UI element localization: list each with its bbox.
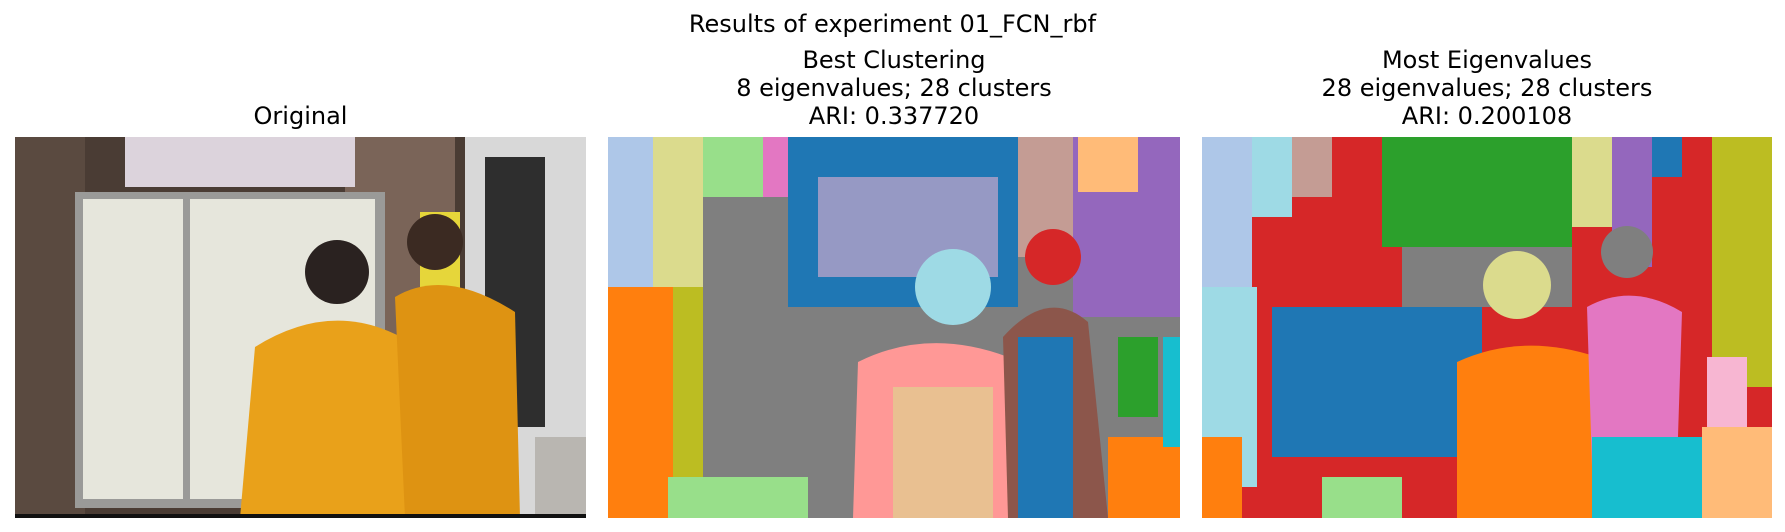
original-title-line: Original <box>253 102 348 130</box>
segment-red-head <box>1025 229 1081 285</box>
monk-left-head <box>305 240 369 304</box>
segment-khaki-body <box>893 387 993 518</box>
hanging-tickets <box>125 137 355 187</box>
segment-tan <box>1292 137 1332 197</box>
figure-suptitle: Results of experiment 01_FCN_rbf <box>688 10 1097 38</box>
original-photo <box>15 137 586 518</box>
original-panel-title: Original <box>15 102 586 130</box>
segment-peach <box>1078 137 1138 192</box>
segment-light-cyan <box>1252 137 1292 217</box>
segment-blue-rack <box>1272 307 1482 457</box>
segment-green-bottom <box>1322 477 1402 518</box>
segment-blue-top <box>1652 137 1682 177</box>
segment-cyan-bottom <box>1592 437 1702 518</box>
segment-green-bottom <box>668 477 808 518</box>
street-floor <box>535 437 586 518</box>
segment-pink-body <box>1587 295 1682 467</box>
segment-khaki-top <box>1572 137 1612 227</box>
segment-pink-sign <box>1707 357 1747 437</box>
segment-olive <box>1712 137 1772 387</box>
most-eigenvalues-eigen-line: 28 eigenvalues; 28 clusters <box>1321 74 1653 102</box>
ticket-rack-left <box>83 199 183 499</box>
segment-green <box>1382 137 1572 247</box>
segment-orange <box>608 287 673 518</box>
monk-left-robe <box>240 320 410 518</box>
original-image <box>15 137 586 518</box>
monk-right-head <box>407 214 463 270</box>
best-clustering-segmentation <box>608 137 1180 518</box>
bottom-edge <box>15 514 586 518</box>
segment-cyan-head <box>915 249 991 325</box>
left-shadow-area <box>15 137 85 518</box>
segment-blue-right <box>1018 337 1073 518</box>
segment-cyan-right <box>1163 337 1180 447</box>
segment-orange-body <box>1457 345 1597 518</box>
segment-peach <box>1702 427 1772 518</box>
best-clustering-panel-title: Best Clustering 8 eigenvalues; 28 cluste… <box>608 46 1180 130</box>
segment-khaki-head <box>1483 251 1551 319</box>
most-eigenvalues-image <box>1202 137 1772 518</box>
segment-light-blue <box>608 137 653 287</box>
monk-right-robe <box>395 285 520 518</box>
most-eigenvalues-ari-line: ARI: 0.200108 <box>1401 102 1573 130</box>
segment-orange-left <box>1202 437 1242 518</box>
most-eigenvalues-segmentation <box>1202 137 1772 518</box>
segment-gray-head <box>1601 226 1653 278</box>
best-clustering-ari-line: ARI: 0.337720 <box>808 102 980 130</box>
best-clustering-eigen-line: 8 eigenvalues; 28 clusters <box>736 74 1052 102</box>
segment-light-green <box>703 137 763 197</box>
segment-orange-right <box>1108 437 1180 518</box>
best-clustering-image <box>608 137 1180 518</box>
segment-light-blue <box>1202 137 1252 287</box>
most-eigenvalues-title-line: Most Eigenvalues <box>1381 46 1593 74</box>
segment-khaki <box>653 137 703 287</box>
most-eigenvalues-panel-title: Most Eigenvalues 28 eigenvalues; 28 clus… <box>1202 46 1772 130</box>
best-clustering-title-line: Best Clustering <box>802 46 986 74</box>
segment-green-right <box>1118 337 1158 417</box>
